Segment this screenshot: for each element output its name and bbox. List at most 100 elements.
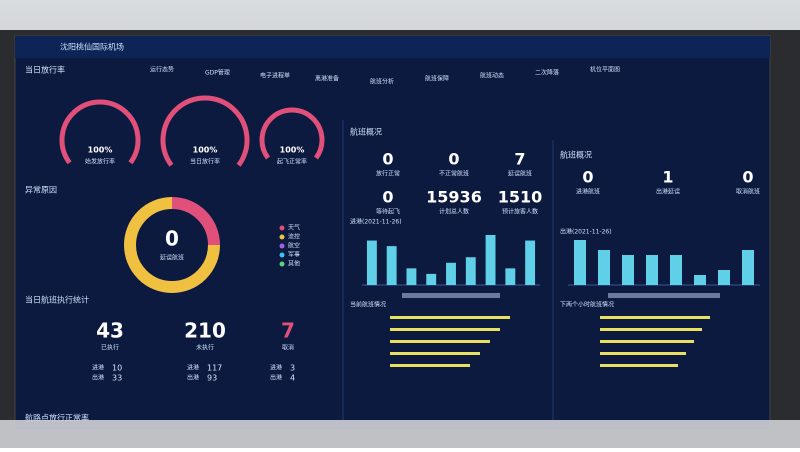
kpi-label: 预计旅客人数 [502,208,538,216]
row-bar [390,328,500,331]
kpi-value: 0 [382,150,393,169]
airport-title: 沈阳桃仙国际机场 [60,42,124,52]
out-label: 出港 [270,374,282,382]
desks [0,420,800,448]
bar [406,268,417,285]
bar [670,255,682,285]
chart [362,235,540,298]
bar [742,250,754,285]
kpi-value: 0 [742,168,753,187]
list [600,316,710,367]
bar [446,262,456,285]
stat-value: 210 [184,319,226,343]
bar [426,273,437,285]
legend-label: 其他 [288,260,300,268]
donut-label: 延误航班 [160,254,184,262]
stat-label: 已执行 [101,344,119,352]
kpi-label: 放行正常 [376,170,400,178]
legend-dot [279,252,285,258]
tab: 离港准备 [315,75,339,83]
in-label: 进港 [92,364,104,372]
tab: 航班分析 [370,78,394,86]
row-bar [390,316,510,319]
kpi-value: 1 [662,168,673,187]
donut-seg [171,197,220,246]
gauge-arc [160,95,250,167]
chart-title: 进港(2021-11-26) [350,218,402,226]
row-bar [600,352,686,355]
kpi-value: 0 [382,188,393,207]
chart [568,240,760,298]
out-label: 出港 [92,374,104,382]
stat-value: 43 [96,319,124,343]
legend-dot [279,234,285,240]
kpi-label: 进港航班 [576,188,600,196]
stat-label: 未执行 [196,344,214,352]
stat-value: 7 [281,319,295,343]
row-bar [390,340,490,343]
bar [694,275,706,285]
chart-title: 出港(2021-11-26) [560,228,612,236]
bar [646,255,658,285]
kpi-label: 计划总人数 [439,208,469,216]
tab: 机位平面图 [590,66,620,74]
kpi-value: 15936 [426,188,482,207]
row-bar [390,364,470,367]
kpi-label: 不正常航班 [439,170,469,178]
row-bar [600,328,702,331]
legend-label: 天气 [288,224,300,232]
panel-title: 航班概况 [350,127,382,137]
gauge-label: 起飞正常率 [277,158,307,166]
bar [718,270,730,285]
gauge-label: 始发放行率 [85,158,115,166]
in-label: 进港 [187,364,199,372]
tab: 电子进程单 [260,72,290,80]
in-label: 进港 [270,364,282,372]
gauge-arc [59,99,141,165]
panel-title: 航路点放行正常率 [25,413,89,423]
stat-label: 取消 [282,344,294,352]
row-bar [600,340,694,343]
bar [465,257,476,285]
tabs: 运行态势 GDP管理 电子进程单 离港准备 航班分析 航班保障 航班动态 二次降落 机位平面图 [150,66,620,86]
tab: 航班保障 [425,75,449,83]
panel-title: 当日航班执行统计 [25,295,89,305]
gauges: 100% 始发放行率 100% 当日放行率 100% 起飞正常率 [59,95,325,167]
kpi-label: 出港延误 [656,188,680,196]
panel-title: 当前航班情况 [350,301,386,309]
legend-dot [279,225,285,231]
donut-value: 0 [165,227,179,251]
kpi-value: 7 [514,150,525,169]
kpi-value: 0 [448,150,459,169]
gauge-label: 当日放行率 [190,158,220,166]
kpi-label: 延误航班 [508,170,532,178]
scrollbar [608,293,720,298]
tab: GDP管理 [205,69,230,77]
bar [366,240,377,285]
panel-title: 下两个小时航班情况 [560,301,614,309]
in-value: 10 [112,364,122,373]
gauge-value: 100% [88,146,113,155]
gauge-value: 100% [280,146,305,155]
legend-label: 军事 [288,251,300,259]
bar [505,268,516,285]
top-bar [15,36,770,58]
donut-seg [124,197,220,293]
row-bar [600,364,678,367]
scrollbar [402,293,500,298]
kpis: 0放行正常0不正常航班7延误航班0等待起飞15936计划总人数1510预计旅客人… [376,150,542,216]
out-value: 4 [290,374,295,383]
row-bar [600,316,710,319]
tab: 运行态势 [150,66,174,74]
gauge-arc [259,107,325,160]
bar [598,250,610,285]
kpi-label: 等待起飞 [376,208,400,216]
kpi-value: 1510 [498,188,543,207]
bar [485,235,496,285]
panel-title: 异常原因 [25,186,57,195]
legend-label: 航空 [288,242,300,250]
